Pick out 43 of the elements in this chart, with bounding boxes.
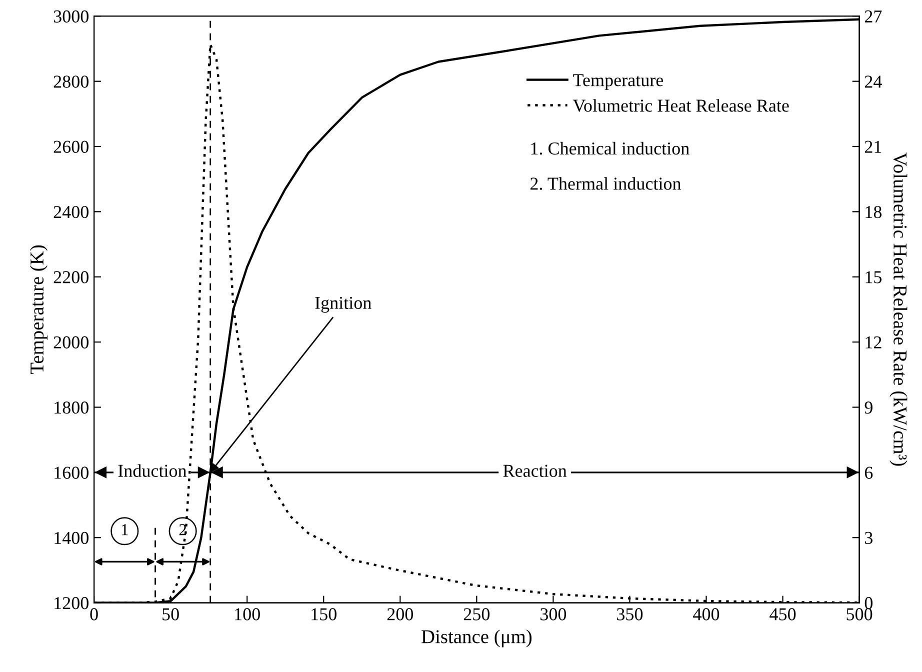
y-tick-label: 2000 xyxy=(54,336,88,348)
y2-tick-label: 24 xyxy=(864,76,882,88)
x-tick-label: 450 xyxy=(770,608,796,620)
y-axis-title: Temperature (K) xyxy=(30,245,48,374)
x-tick-label: 150 xyxy=(312,608,336,620)
y2-tick-label: 18 xyxy=(866,206,882,218)
y2-tick-label: 27 xyxy=(864,10,882,22)
annotation: Induction xyxy=(118,464,187,477)
ref-line-label: Reaction xyxy=(503,464,567,477)
x-tick-label: 500 xyxy=(846,608,872,620)
annotation: 1 xyxy=(122,524,128,536)
y2-axis-title: Volumetric Heat Release Rate (kW/cm³) xyxy=(890,152,908,466)
x-tick-label: 400 xyxy=(693,608,720,620)
y2-tick-label: 15 xyxy=(866,271,882,284)
y2-tick-label: 6 xyxy=(864,466,873,479)
y-tick-label: 2600 xyxy=(54,140,88,153)
y-tick-label: 1600 xyxy=(54,466,88,479)
x-tick-label: 0 xyxy=(90,608,98,620)
x-tick-label: 50 xyxy=(162,608,179,620)
y-tick-label: 2200 xyxy=(54,271,88,284)
y-tick-label: 2800 xyxy=(54,76,88,88)
y2-tick-label: 9 xyxy=(864,402,872,414)
y-tick-label: 2400 xyxy=(54,206,88,218)
x-tick-label: 350 xyxy=(617,608,643,620)
annotation: 2. Thermal induction xyxy=(530,177,682,190)
annotation: 2 xyxy=(179,524,186,536)
y-tick-label: 1200 xyxy=(54,597,88,610)
legend-label: Temperature xyxy=(573,74,664,90)
y2-tick-label: 21 xyxy=(864,140,882,153)
x-axis-title: Distance (μm) xyxy=(422,630,532,648)
x-tick-label: 300 xyxy=(540,608,566,620)
annotation: 1. Chemical induction xyxy=(531,142,690,155)
annotation: Ignition xyxy=(315,296,372,313)
y-tick-label: 3000 xyxy=(54,10,88,23)
y-tick-label: 1400 xyxy=(54,532,88,544)
x-tick-label: 100 xyxy=(235,608,260,620)
y-tick-label: 1800 xyxy=(54,401,88,414)
y2-tick-label: 3 xyxy=(865,532,872,544)
y2-tick-label: 0 xyxy=(864,597,873,610)
y2-tick-label: 12 xyxy=(866,336,882,348)
legend-label: Volumetric Heat Release Rate xyxy=(572,99,789,112)
x-tick-label: 200 xyxy=(387,608,413,620)
x-tick-label: 250 xyxy=(464,608,490,620)
